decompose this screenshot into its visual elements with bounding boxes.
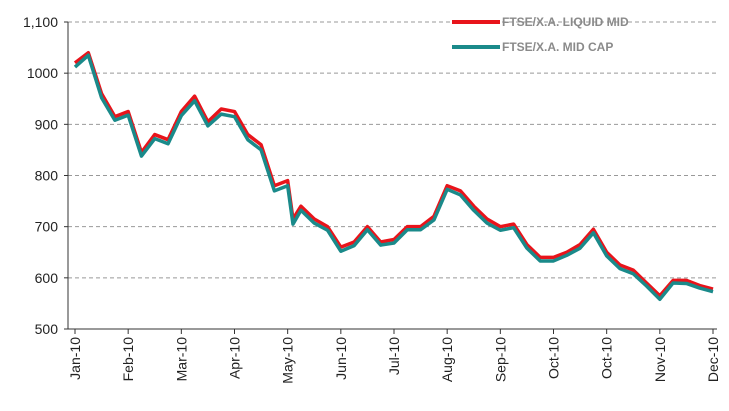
y-tick-label: 500 [35, 321, 59, 337]
x-tick-label: Dec-10 [705, 337, 721, 382]
line-series [73, 50, 714, 298]
x-tick-label: Jun-10 [333, 337, 349, 380]
y-tick-label: 600 [35, 270, 59, 286]
x-tick-label: May-10 [280, 337, 296, 384]
x-tick-label: Sep-10 [492, 337, 508, 382]
x-tick-label: Oct-10 [546, 337, 562, 379]
y-tick-label: 700 [35, 219, 59, 235]
x-tick-label: Apr-10 [227, 337, 243, 379]
x-tick-label: Feb-10 [120, 337, 136, 382]
x-tick-label: Jul-10 [386, 337, 402, 375]
line-series [73, 53, 714, 302]
y-tick-label: 1000 [27, 65, 58, 81]
x-tick-label: Oct-10 [599, 337, 615, 379]
x-tick-label: Jan-10 [67, 337, 83, 380]
x-tick-label: Aug-10 [439, 337, 455, 382]
legend-label: FTSE/X.A. LIQUID MID [502, 15, 629, 29]
y-tick-label: 1,100 [23, 14, 58, 30]
x-tick-label: Mar-10 [173, 337, 189, 382]
y-tick-label: 800 [35, 168, 59, 184]
legend-label: FTSE/X.A. MID CAP [502, 40, 613, 54]
y-tick-label: 900 [35, 116, 59, 132]
x-tick-label: Nov-10 [652, 337, 668, 382]
